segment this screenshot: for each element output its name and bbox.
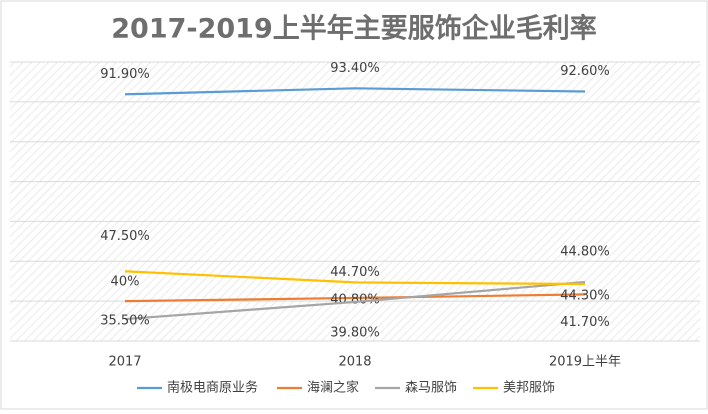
data-label: 40% [111,275,140,290]
data-label: 41.70% [560,315,610,330]
data-label: 92.60% [560,64,610,79]
legend-label: 南极电商原业务 [167,380,258,396]
data-label: 39.80% [330,325,380,340]
legend-label: 美邦服饰 [503,381,555,396]
x-tick-label: 2018 [338,355,371,370]
data-label: 44.80% [560,245,610,260]
data-label: 91.90% [100,67,150,82]
data-label: 44.30% [560,289,610,304]
series-line [124,270,586,286]
x-tick-label: 2019上半年 [549,355,621,370]
series-line [124,280,586,321]
data-label: 35.50% [100,314,150,329]
chart-title: 2017-2019上半年主要服饰企业毛利率 [111,13,597,45]
legend-label: 海澜之家 [307,380,359,396]
series-line [124,293,586,303]
data-label: 93.40% [330,61,380,76]
legend-label: 森马服饰 [405,381,457,396]
x-tick-label: 2017 [108,355,141,370]
data-label: 44.70% [330,265,380,280]
series-line [124,87,586,96]
data-label: 47.50% [100,229,150,244]
